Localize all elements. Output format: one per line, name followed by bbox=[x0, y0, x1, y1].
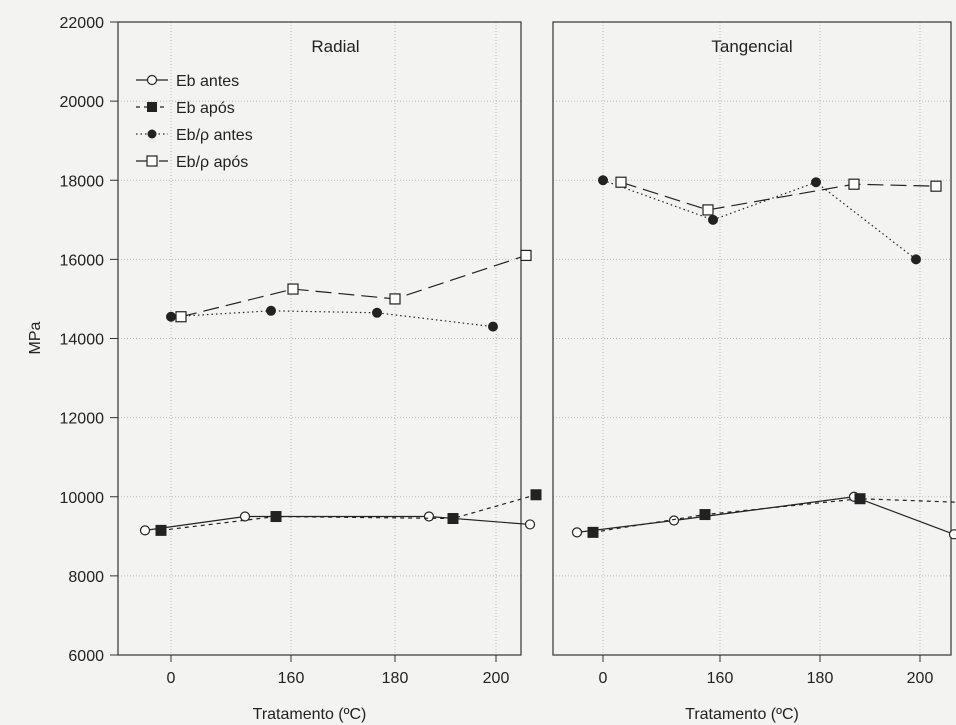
data-point bbox=[266, 305, 276, 316]
legend-label: Eb após bbox=[176, 100, 235, 117]
x-tick-label: 160 bbox=[278, 670, 305, 687]
data-point bbox=[699, 509, 711, 521]
data-point bbox=[239, 511, 251, 522]
data-point bbox=[423, 511, 435, 522]
series-line bbox=[576, 496, 955, 535]
data-point bbox=[911, 254, 921, 265]
x-axis-label: Tratamento (ºC) bbox=[253, 706, 367, 723]
data-point bbox=[587, 526, 599, 538]
data-point bbox=[668, 515, 680, 526]
series-line bbox=[602, 179, 917, 260]
data-point bbox=[520, 249, 532, 262]
legend-marker bbox=[146, 155, 158, 167]
y-tick-label: 20000 bbox=[60, 94, 105, 111]
series-line bbox=[144, 515, 531, 531]
data-point bbox=[615, 176, 627, 188]
panel-frame bbox=[117, 21, 522, 656]
data-point bbox=[854, 493, 866, 505]
x-tick-label: 180 bbox=[807, 670, 834, 687]
y-tick-label: 8000 bbox=[68, 569, 104, 586]
data-point bbox=[270, 511, 282, 523]
series-line bbox=[592, 498, 956, 533]
data-point bbox=[447, 513, 459, 525]
y-axis-label: MPa bbox=[27, 321, 44, 354]
series-line bbox=[180, 254, 527, 318]
data-point bbox=[811, 177, 821, 188]
x-tick-label: 0 bbox=[599, 670, 608, 687]
data-point bbox=[524, 519, 536, 530]
legend-marker bbox=[147, 102, 157, 112]
panel-frame bbox=[552, 21, 952, 656]
series-line bbox=[170, 310, 494, 328]
data-point bbox=[287, 283, 299, 295]
data-point bbox=[530, 489, 542, 501]
x-tick-label: 0 bbox=[167, 670, 176, 687]
series-line bbox=[620, 181, 937, 211]
panel-title: Tangencial bbox=[711, 37, 792, 56]
x-tick-label: 200 bbox=[483, 670, 510, 687]
panel-title: Radial bbox=[311, 37, 359, 56]
x-tick-label: 160 bbox=[707, 670, 734, 687]
data-point bbox=[930, 180, 942, 192]
data-point bbox=[155, 524, 167, 536]
legend-label: Eb/ρ antes bbox=[176, 127, 253, 144]
data-point bbox=[488, 321, 498, 332]
data-point bbox=[175, 311, 187, 323]
x-tick-label: 200 bbox=[907, 670, 934, 687]
data-point bbox=[372, 307, 382, 318]
x-tick-label: 180 bbox=[382, 670, 409, 687]
y-tick-label: 10000 bbox=[60, 490, 105, 507]
data-point bbox=[139, 525, 151, 536]
x-axis-label: Tratamento (ºC) bbox=[685, 706, 799, 723]
y-tick-label: 14000 bbox=[60, 332, 105, 349]
data-point bbox=[598, 175, 608, 186]
y-tick-label: 18000 bbox=[60, 173, 105, 190]
y-tick-label: 6000 bbox=[68, 648, 104, 665]
series-line bbox=[160, 494, 537, 531]
data-point bbox=[571, 527, 583, 538]
data-point bbox=[702, 204, 714, 216]
data-point bbox=[708, 214, 718, 225]
data-point bbox=[389, 293, 401, 305]
legend-marker bbox=[146, 74, 158, 86]
legend-label: Eb antes bbox=[176, 73, 239, 90]
y-tick-label: 12000 bbox=[60, 411, 105, 428]
legend-label: Eb/ρ após bbox=[176, 154, 248, 171]
legend-marker bbox=[147, 129, 157, 139]
data-point bbox=[848, 178, 860, 190]
data-point bbox=[948, 529, 956, 540]
y-tick-label: 16000 bbox=[60, 252, 105, 269]
data-point bbox=[166, 311, 176, 322]
y-tick-label: 22000 bbox=[60, 15, 105, 32]
